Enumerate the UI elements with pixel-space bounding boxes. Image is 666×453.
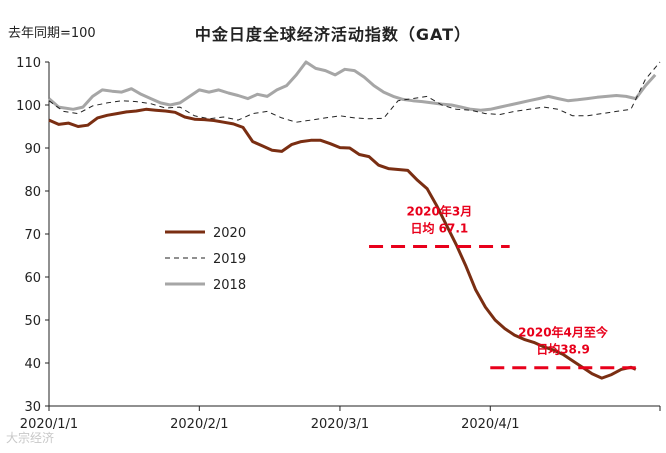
unit-note: 去年同期=100	[8, 26, 96, 41]
annotation-label-2: 日均38.9	[536, 342, 590, 357]
series-line-2018	[48, 60, 657, 112]
y-tick-label: 50	[24, 314, 41, 329]
chart-title: 中金日度全球经济活动指数（GAT）	[194, 25, 472, 44]
y-tick-label: 70	[24, 228, 41, 243]
legend-label-2019: 2019	[213, 252, 246, 267]
y-tick-label: 80	[24, 185, 41, 200]
annotation-label-1: 日均 67.1	[410, 220, 468, 235]
y-tick-label: 100	[16, 99, 41, 114]
annotation-label-2: 2020年4月至今	[518, 325, 609, 340]
x-tick-label: 2020/4/1	[461, 417, 519, 432]
y-tick-label: 40	[24, 357, 41, 372]
series-line-2019	[48, 61, 661, 123]
y-tick-label: 30	[24, 400, 41, 415]
y-tick-label: 110	[16, 56, 41, 71]
x-tick-label: 2020/3/1	[311, 417, 369, 432]
watermark: 大宗经济	[6, 431, 55, 445]
y-tick-label: 90	[24, 142, 41, 157]
x-tick-label: 2020/1/1	[20, 417, 78, 432]
x-tick-label: 2020/2/1	[170, 417, 228, 432]
legend-label-2020: 2020	[213, 226, 246, 241]
annotation-label-1: 2020年3月	[406, 203, 472, 218]
series-line-2020	[48, 107, 637, 380]
y-tick-label: 60	[24, 271, 41, 286]
legend-label-2018: 2018	[213, 278, 246, 293]
